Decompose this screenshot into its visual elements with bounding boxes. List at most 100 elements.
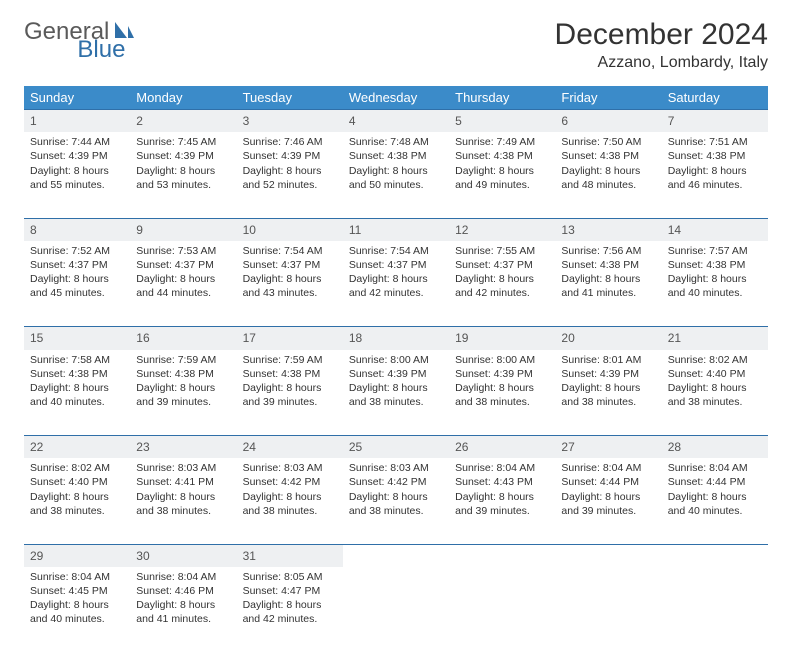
day-cell: Sunrise: 7:52 AMSunset: 4:37 PMDaylight:… xyxy=(24,241,130,327)
daylight-text: Daylight: 8 hours and 40 minutes. xyxy=(30,598,124,626)
sunrise-text: Sunrise: 8:04 AM xyxy=(668,461,762,475)
daylight-text: Daylight: 8 hours and 55 minutes. xyxy=(30,164,124,192)
sunset-text: Sunset: 4:37 PM xyxy=(30,258,124,272)
day-cell: Sunrise: 7:49 AMSunset: 4:38 PMDaylight:… xyxy=(449,132,555,218)
day-number: 28 xyxy=(662,436,768,459)
day-content-row: Sunrise: 7:44 AMSunset: 4:39 PMDaylight:… xyxy=(24,132,768,218)
header: General Blue December 2024 Azzano, Lomba… xyxy=(24,18,768,72)
day-number: 24 xyxy=(237,436,343,459)
sunrise-text: Sunrise: 7:55 AM xyxy=(455,244,549,258)
daylight-text: Daylight: 8 hours and 46 minutes. xyxy=(668,164,762,192)
sunrise-text: Sunrise: 8:03 AM xyxy=(349,461,443,475)
sunrise-text: Sunrise: 8:04 AM xyxy=(30,570,124,584)
sunrise-text: Sunrise: 8:04 AM xyxy=(136,570,230,584)
sunset-text: Sunset: 4:39 PM xyxy=(561,367,655,381)
daylight-text: Daylight: 8 hours and 53 minutes. xyxy=(136,164,230,192)
daylight-text: Daylight: 8 hours and 39 minutes. xyxy=(455,490,549,518)
day-number-row: 293031 xyxy=(24,544,768,567)
sunset-text: Sunset: 4:44 PM xyxy=(668,475,762,489)
sunset-text: Sunset: 4:45 PM xyxy=(30,584,124,598)
day-number: 29 xyxy=(24,544,130,567)
daylight-text: Daylight: 8 hours and 39 minutes. xyxy=(136,381,230,409)
daylight-text: Daylight: 8 hours and 42 minutes. xyxy=(243,598,337,626)
sunrise-text: Sunrise: 7:56 AM xyxy=(561,244,655,258)
day-number xyxy=(449,544,555,567)
daylight-text: Daylight: 8 hours and 48 minutes. xyxy=(561,164,655,192)
sunset-text: Sunset: 4:38 PM xyxy=(561,149,655,163)
day-cell: Sunrise: 8:04 AMSunset: 4:45 PMDaylight:… xyxy=(24,567,130,653)
day-cell: Sunrise: 8:02 AMSunset: 4:40 PMDaylight:… xyxy=(24,458,130,544)
sunset-text: Sunset: 4:38 PM xyxy=(668,258,762,272)
day-number: 14 xyxy=(662,218,768,241)
day-number: 16 xyxy=(130,327,236,350)
day-number: 4 xyxy=(343,110,449,133)
daylight-text: Daylight: 8 hours and 42 minutes. xyxy=(455,272,549,300)
day-number: 1 xyxy=(24,110,130,133)
sunrise-text: Sunrise: 7:59 AM xyxy=(243,353,337,367)
sunset-text: Sunset: 4:39 PM xyxy=(136,149,230,163)
day-cell xyxy=(555,567,661,653)
daylight-text: Daylight: 8 hours and 38 minutes. xyxy=(30,490,124,518)
daylight-text: Daylight: 8 hours and 39 minutes. xyxy=(561,490,655,518)
sunrise-text: Sunrise: 7:44 AM xyxy=(30,135,124,149)
sunset-text: Sunset: 4:42 PM xyxy=(243,475,337,489)
sunrise-text: Sunrise: 7:58 AM xyxy=(30,353,124,367)
day-number: 3 xyxy=(237,110,343,133)
daylight-text: Daylight: 8 hours and 40 minutes. xyxy=(668,272,762,300)
day-cell: Sunrise: 8:04 AMSunset: 4:46 PMDaylight:… xyxy=(130,567,236,653)
day-cell: Sunrise: 7:55 AMSunset: 4:37 PMDaylight:… xyxy=(449,241,555,327)
day-cell: Sunrise: 7:48 AMSunset: 4:38 PMDaylight:… xyxy=(343,132,449,218)
day-cell: Sunrise: 7:56 AMSunset: 4:38 PMDaylight:… xyxy=(555,241,661,327)
day-cell: Sunrise: 8:01 AMSunset: 4:39 PMDaylight:… xyxy=(555,350,661,436)
sunset-text: Sunset: 4:38 PM xyxy=(455,149,549,163)
day-cell: Sunrise: 7:44 AMSunset: 4:39 PMDaylight:… xyxy=(24,132,130,218)
sunset-text: Sunset: 4:46 PM xyxy=(136,584,230,598)
day-number xyxy=(662,544,768,567)
day-content-row: Sunrise: 8:04 AMSunset: 4:45 PMDaylight:… xyxy=(24,567,768,653)
sunset-text: Sunset: 4:39 PM xyxy=(455,367,549,381)
sunrise-text: Sunrise: 8:04 AM xyxy=(561,461,655,475)
sunrise-text: Sunrise: 7:46 AM xyxy=(243,135,337,149)
day-number: 18 xyxy=(343,327,449,350)
weekday-header: Saturday xyxy=(662,86,768,110)
day-number: 6 xyxy=(555,110,661,133)
daylight-text: Daylight: 8 hours and 38 minutes. xyxy=(455,381,549,409)
day-cell xyxy=(343,567,449,653)
day-cell: Sunrise: 7:51 AMSunset: 4:38 PMDaylight:… xyxy=(662,132,768,218)
day-cell: Sunrise: 8:03 AMSunset: 4:42 PMDaylight:… xyxy=(343,458,449,544)
day-number: 15 xyxy=(24,327,130,350)
day-number-row: 15161718192021 xyxy=(24,327,768,350)
sunset-text: Sunset: 4:38 PM xyxy=(30,367,124,381)
day-number-row: 1234567 xyxy=(24,110,768,133)
daylight-text: Daylight: 8 hours and 43 minutes. xyxy=(243,272,337,300)
day-number: 2 xyxy=(130,110,236,133)
sunrise-text: Sunrise: 8:00 AM xyxy=(349,353,443,367)
day-cell: Sunrise: 8:04 AMSunset: 4:44 PMDaylight:… xyxy=(555,458,661,544)
sunrise-text: Sunrise: 7:52 AM xyxy=(30,244,124,258)
sunset-text: Sunset: 4:37 PM xyxy=(349,258,443,272)
daylight-text: Daylight: 8 hours and 38 minutes. xyxy=(243,490,337,518)
day-cell xyxy=(662,567,768,653)
sunset-text: Sunset: 4:38 PM xyxy=(136,367,230,381)
sunset-text: Sunset: 4:41 PM xyxy=(136,475,230,489)
day-cell: Sunrise: 7:54 AMSunset: 4:37 PMDaylight:… xyxy=(343,241,449,327)
weekday-header: Thursday xyxy=(449,86,555,110)
sunrise-text: Sunrise: 7:54 AM xyxy=(349,244,443,258)
day-cell: Sunrise: 7:59 AMSunset: 4:38 PMDaylight:… xyxy=(130,350,236,436)
day-cell: Sunrise: 7:45 AMSunset: 4:39 PMDaylight:… xyxy=(130,132,236,218)
daylight-text: Daylight: 8 hours and 52 minutes. xyxy=(243,164,337,192)
sunrise-text: Sunrise: 7:45 AM xyxy=(136,135,230,149)
day-number: 30 xyxy=(130,544,236,567)
day-cell: Sunrise: 8:00 AMSunset: 4:39 PMDaylight:… xyxy=(343,350,449,436)
day-cell: Sunrise: 8:03 AMSunset: 4:42 PMDaylight:… xyxy=(237,458,343,544)
daylight-text: Daylight: 8 hours and 38 minutes. xyxy=(668,381,762,409)
sunrise-text: Sunrise: 7:49 AM xyxy=(455,135,549,149)
day-content-row: Sunrise: 7:52 AMSunset: 4:37 PMDaylight:… xyxy=(24,241,768,327)
day-number: 21 xyxy=(662,327,768,350)
day-number: 10 xyxy=(237,218,343,241)
day-cell: Sunrise: 7:50 AMSunset: 4:38 PMDaylight:… xyxy=(555,132,661,218)
logo-text-blue: Blue xyxy=(77,36,125,64)
sunset-text: Sunset: 4:37 PM xyxy=(455,258,549,272)
daylight-text: Daylight: 8 hours and 38 minutes. xyxy=(349,490,443,518)
sunset-text: Sunset: 4:39 PM xyxy=(243,149,337,163)
